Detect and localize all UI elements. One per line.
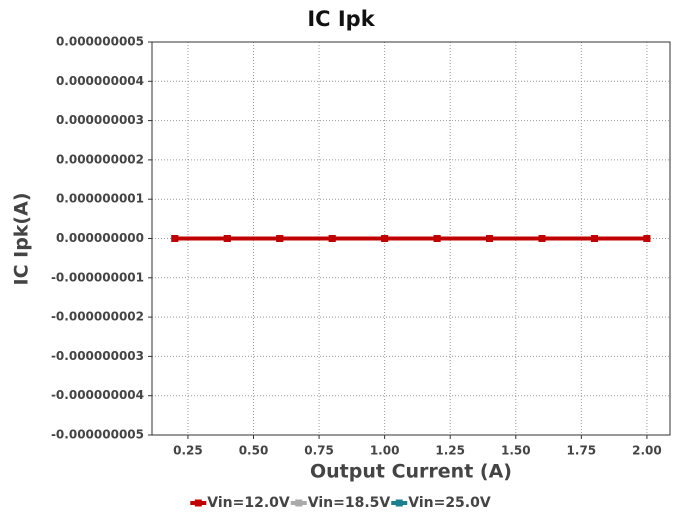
y-tick-label: 0.000000000 xyxy=(56,231,144,245)
legend-label: Vin=25.0V xyxy=(408,495,491,511)
point-marker xyxy=(381,235,389,242)
point-marker xyxy=(643,235,651,242)
x-tick-label: 1.50 xyxy=(501,444,531,458)
point-marker xyxy=(538,235,546,242)
x-tick-label: 1.75 xyxy=(567,444,597,458)
y-tick-label: -0.000000001 xyxy=(51,270,144,284)
y-tick-label: 0.000000005 xyxy=(56,35,144,49)
x-tick-label: 0.50 xyxy=(239,444,269,458)
legend-marker xyxy=(295,499,303,507)
x-tick-label: 0.25 xyxy=(173,444,203,458)
point-marker xyxy=(590,235,598,242)
chart-title: IC Ipk xyxy=(307,7,375,31)
x-axis-label: Output Current (A) xyxy=(310,461,512,483)
x-tick-label: 2.00 xyxy=(632,444,662,458)
legend-label: Vin=12.0V xyxy=(207,495,290,511)
point-marker xyxy=(328,235,336,242)
legend-marker xyxy=(395,499,403,507)
x-tick-label: 0.75 xyxy=(304,444,334,458)
y-tick-label: 0.000000001 xyxy=(56,192,144,206)
plot-frame xyxy=(151,41,671,436)
y-tick-label: -0.000000002 xyxy=(51,310,144,324)
legend-marker xyxy=(194,499,202,507)
point-marker xyxy=(171,235,179,242)
y-tick-label: 0.000000003 xyxy=(56,113,144,127)
y-tick-label: 0.000000002 xyxy=(56,152,144,166)
y-axis-label: IC Ipk(A) xyxy=(11,192,33,285)
y-tick-label: -0.000000003 xyxy=(51,349,144,363)
point-marker xyxy=(223,235,231,242)
x-tick-label: 1.00 xyxy=(370,444,400,458)
x-tick-label: 1.25 xyxy=(435,444,465,458)
y-tick-label: 0.000000004 xyxy=(56,74,144,88)
point-marker xyxy=(433,235,441,242)
y-tick-label: -0.000000004 xyxy=(51,388,144,402)
point-marker xyxy=(276,235,284,242)
legend-label: Vin=18.5V xyxy=(308,495,391,511)
point-marker xyxy=(486,235,494,242)
y-tick-label: -0.000000005 xyxy=(51,428,144,442)
